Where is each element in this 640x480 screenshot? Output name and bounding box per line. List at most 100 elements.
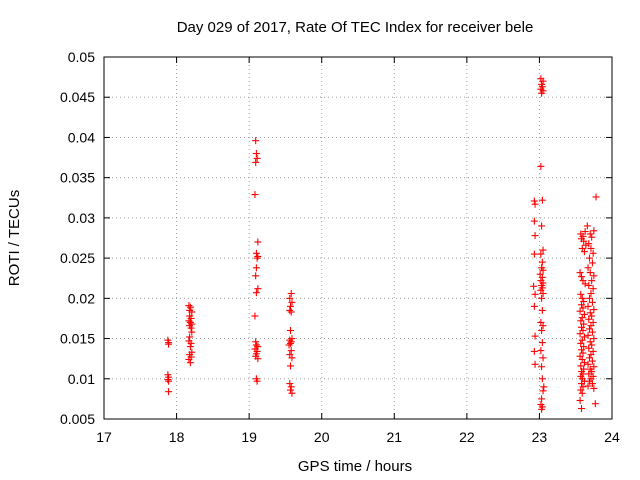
y-tick-label: 0.045 (60, 89, 95, 105)
y-tick-label: 0.04 (68, 129, 95, 145)
data-point (165, 377, 173, 385)
data-point (590, 306, 598, 314)
data-point (578, 294, 586, 302)
data-point (165, 388, 173, 396)
data-point (582, 241, 590, 249)
data-point (253, 254, 261, 262)
data-point (583, 222, 591, 230)
data-point (538, 196, 546, 204)
data-point (538, 405, 546, 413)
data-point (252, 249, 260, 257)
data-point (186, 333, 194, 341)
data-point (538, 273, 546, 281)
x-tick-label: 18 (169, 429, 185, 445)
data-point (576, 330, 584, 338)
data-point (531, 232, 539, 240)
data-point (252, 137, 260, 145)
y-tick-labels: 0.005 0.01 0.015 0.02 0.025 0.03 0.035 0.04 0.04… (60, 49, 95, 427)
data-point (578, 301, 586, 309)
data-point (579, 349, 587, 357)
data-point (537, 347, 545, 355)
data-point (584, 264, 592, 272)
data-point (286, 380, 294, 388)
data-point (588, 233, 596, 241)
data-point (579, 327, 587, 335)
data-point (164, 376, 172, 384)
data-point (585, 344, 593, 352)
data-point (165, 340, 173, 348)
data-point (539, 246, 547, 254)
data-point (588, 357, 596, 365)
data-point (530, 217, 538, 225)
data-point (538, 294, 546, 302)
data-point (584, 360, 592, 368)
x-tick-label: 19 (241, 429, 257, 445)
x-tick-label: 24 (604, 429, 620, 445)
data-point (587, 244, 595, 252)
y-axis-label: ROTI / TECUs (6, 190, 23, 286)
data-point (539, 387, 547, 395)
data-point (186, 303, 194, 311)
chart-title: Day 029 of 2017, Rate Of TEC Index for r… (177, 19, 534, 36)
data-point (538, 222, 546, 230)
data-point (185, 355, 193, 363)
data-point (577, 362, 585, 370)
data-point (585, 315, 593, 323)
data-point (588, 298, 596, 306)
data-point (539, 354, 547, 362)
y-tick-label: 0.025 (60, 250, 95, 266)
data-point (530, 250, 538, 258)
data-point (251, 191, 259, 199)
data-point (538, 339, 546, 347)
data-point (588, 312, 596, 320)
data-point (587, 322, 595, 330)
data-point (578, 314, 586, 322)
data-point (576, 307, 584, 315)
data-point (539, 266, 547, 274)
x-tick-label: 23 (532, 429, 548, 445)
data-point (587, 290, 595, 298)
data-point (578, 336, 586, 344)
data-point (585, 240, 593, 248)
data-point (586, 269, 594, 277)
data-point (286, 294, 294, 302)
y-tick-label: 0.03 (68, 210, 95, 226)
y-tick-label: 0.02 (68, 290, 95, 306)
data-point (538, 258, 546, 266)
x-tick-label: 17 (96, 429, 112, 445)
data-point (187, 324, 195, 332)
x-tick-label: 20 (314, 429, 330, 445)
data-point (187, 339, 195, 347)
data-point (590, 335, 598, 343)
data-point (287, 362, 295, 370)
x-tick-label: 21 (386, 429, 402, 445)
data-point (581, 280, 589, 288)
plot-frame (103, 56, 613, 420)
data-point (254, 355, 262, 363)
y-tick-label: 0.01 (68, 371, 95, 387)
data-point (590, 272, 598, 280)
data-point (577, 386, 585, 394)
data-point (578, 389, 586, 397)
data-point (539, 322, 547, 330)
data-point (578, 323, 586, 331)
data-point (539, 290, 547, 298)
data-point (576, 269, 584, 277)
data-point (588, 341, 596, 349)
data-points (164, 75, 600, 413)
data-point (579, 304, 587, 312)
data-point (287, 308, 295, 316)
x-tick-label: 22 (459, 429, 475, 445)
data-point (580, 248, 588, 256)
data-point (590, 363, 598, 371)
data-point (531, 290, 539, 298)
data-point (584, 302, 592, 310)
data-point (590, 384, 598, 392)
data-point (185, 317, 193, 325)
data-point (592, 193, 600, 201)
data-point (253, 154, 261, 162)
data-point (251, 312, 259, 320)
data-point (578, 273, 586, 281)
y-tick-label: 0.05 (68, 49, 95, 65)
data-point (586, 230, 594, 238)
